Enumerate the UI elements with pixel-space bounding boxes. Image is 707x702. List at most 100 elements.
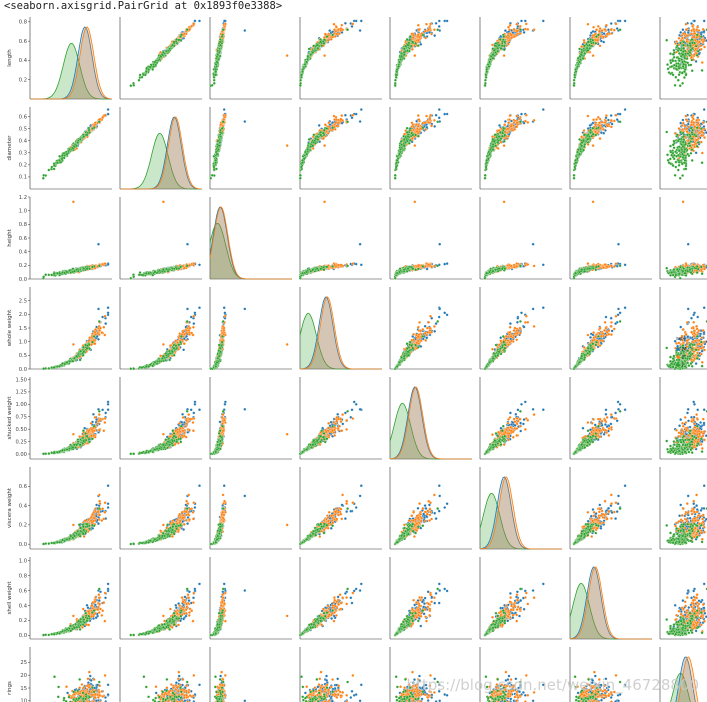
scatter-point-I — [499, 38, 502, 41]
scatter-point-I — [313, 45, 316, 48]
scatter-point-I — [399, 58, 402, 61]
scatter-point-I — [400, 55, 403, 58]
scatter-point-I — [396, 68, 399, 71]
scatter-point-I — [213, 76, 216, 79]
scatter-point-F — [424, 30, 427, 33]
scatter-point-I — [186, 28, 189, 31]
scatter-point-F — [323, 54, 326, 57]
scatter-point-I — [308, 48, 311, 51]
ytick-label: 0.2 — [19, 78, 27, 84]
scatter-point-F — [508, 39, 511, 42]
scatter-point-M — [602, 41, 605, 44]
scatter-point-F — [430, 33, 433, 36]
scatter-point-M — [679, 31, 682, 34]
scatter-point-I — [173, 41, 176, 44]
scatter-point-F — [591, 34, 594, 37]
scatter-point-I — [484, 79, 487, 82]
scatter-point-M — [607, 28, 610, 31]
scatter-point-I — [179, 35, 182, 38]
scatter-point-I — [398, 61, 401, 64]
scatter-point-I — [579, 58, 582, 61]
scatter-point-I — [503, 35, 506, 38]
scatter-point-F — [333, 28, 336, 31]
scatter-point-I — [317, 47, 320, 50]
scatter-point-F — [193, 23, 196, 26]
scatter-point-F — [425, 23, 428, 26]
scatter-point-I — [219, 38, 222, 41]
scatter-point-M — [344, 22, 347, 25]
scatter-point-F — [597, 25, 600, 28]
scatter-point-I — [175, 38, 178, 41]
scatter-point-F — [515, 23, 518, 26]
scatter-point-I — [144, 74, 147, 77]
scatter-point-I — [346, 28, 349, 31]
scatter-point-I — [299, 84, 302, 87]
scatter-point-I — [574, 68, 577, 71]
scatter-point-F — [592, 26, 595, 29]
scatter-point-F — [433, 28, 436, 31]
scatter-point-F — [527, 28, 530, 31]
scatter-point-I — [138, 79, 141, 82]
scatter-point-I — [595, 42, 598, 45]
scatter-point-F — [604, 28, 607, 31]
scatter-point-M — [420, 43, 423, 46]
scatter-point-I — [578, 61, 581, 64]
scatter-point-I — [307, 55, 310, 58]
panel-length-vs-rings — [660, 17, 707, 99]
scatter-point-I — [406, 38, 409, 41]
panel-length-vs-diameter — [120, 17, 202, 99]
scatter-point-I — [500, 47, 503, 50]
scatter-point-I — [577, 57, 580, 60]
scatter-point-I — [331, 34, 334, 37]
scatter-point-M — [523, 31, 526, 34]
scatter-point-F — [417, 24, 420, 27]
panel-length-vs-length — [30, 17, 112, 99]
scatter-point-I — [488, 61, 491, 64]
scatter-point-F — [334, 35, 337, 38]
scatter-point-I — [519, 28, 522, 31]
scatter-point-I — [213, 79, 216, 82]
scatter-point-M — [224, 20, 227, 23]
scatter-point-F — [507, 43, 510, 46]
scatter-point-I — [222, 28, 225, 31]
scatter-point-F — [602, 36, 605, 39]
scatter-point-I — [578, 48, 581, 51]
scatter-point-I — [587, 41, 590, 44]
scatter-point-I — [436, 28, 439, 31]
panel-length-vs-height — [209, 17, 292, 99]
scatter-point-I — [498, 44, 501, 47]
scatter-point-I — [504, 41, 507, 44]
scatter-point-I — [149, 66, 152, 69]
scatter-point-I — [320, 44, 323, 47]
scatter-point-I — [495, 42, 498, 45]
scatter-point-M — [433, 34, 436, 37]
scatter-point-I — [154, 61, 157, 64]
scatter-point-I — [587, 49, 590, 52]
scatter-point-F — [190, 25, 193, 28]
scatter-point-I — [580, 51, 583, 54]
scatter-point-F — [601, 29, 604, 32]
scatter-point-F — [610, 32, 613, 35]
scatter-point-I — [403, 51, 406, 54]
scatter-point-I — [394, 79, 397, 82]
scatter-point-I — [312, 51, 315, 54]
scatter-point-F — [592, 54, 595, 57]
scatter-point-F — [510, 36, 513, 39]
panel-length-vs-viscera-weight — [480, 17, 562, 99]
scatter-point-F — [605, 24, 608, 27]
scatter-point-M — [446, 20, 449, 23]
scatter-point-I — [139, 74, 142, 77]
scatter-point-F — [324, 33, 327, 36]
scatter-point-I — [412, 41, 415, 44]
scatter-point-I — [162, 51, 165, 54]
scatter-point-I — [316, 44, 319, 47]
scatter-point-I — [485, 74, 488, 77]
scatter-point-I — [589, 38, 592, 41]
scatter-point-I — [216, 61, 219, 64]
scatter-point-F — [340, 27, 343, 30]
scatter-point-F — [417, 39, 420, 42]
scatter-point-I — [300, 74, 303, 77]
scatter-point-F — [513, 28, 516, 31]
scatter-point-I — [326, 35, 329, 38]
scatter-point-I — [213, 82, 216, 85]
